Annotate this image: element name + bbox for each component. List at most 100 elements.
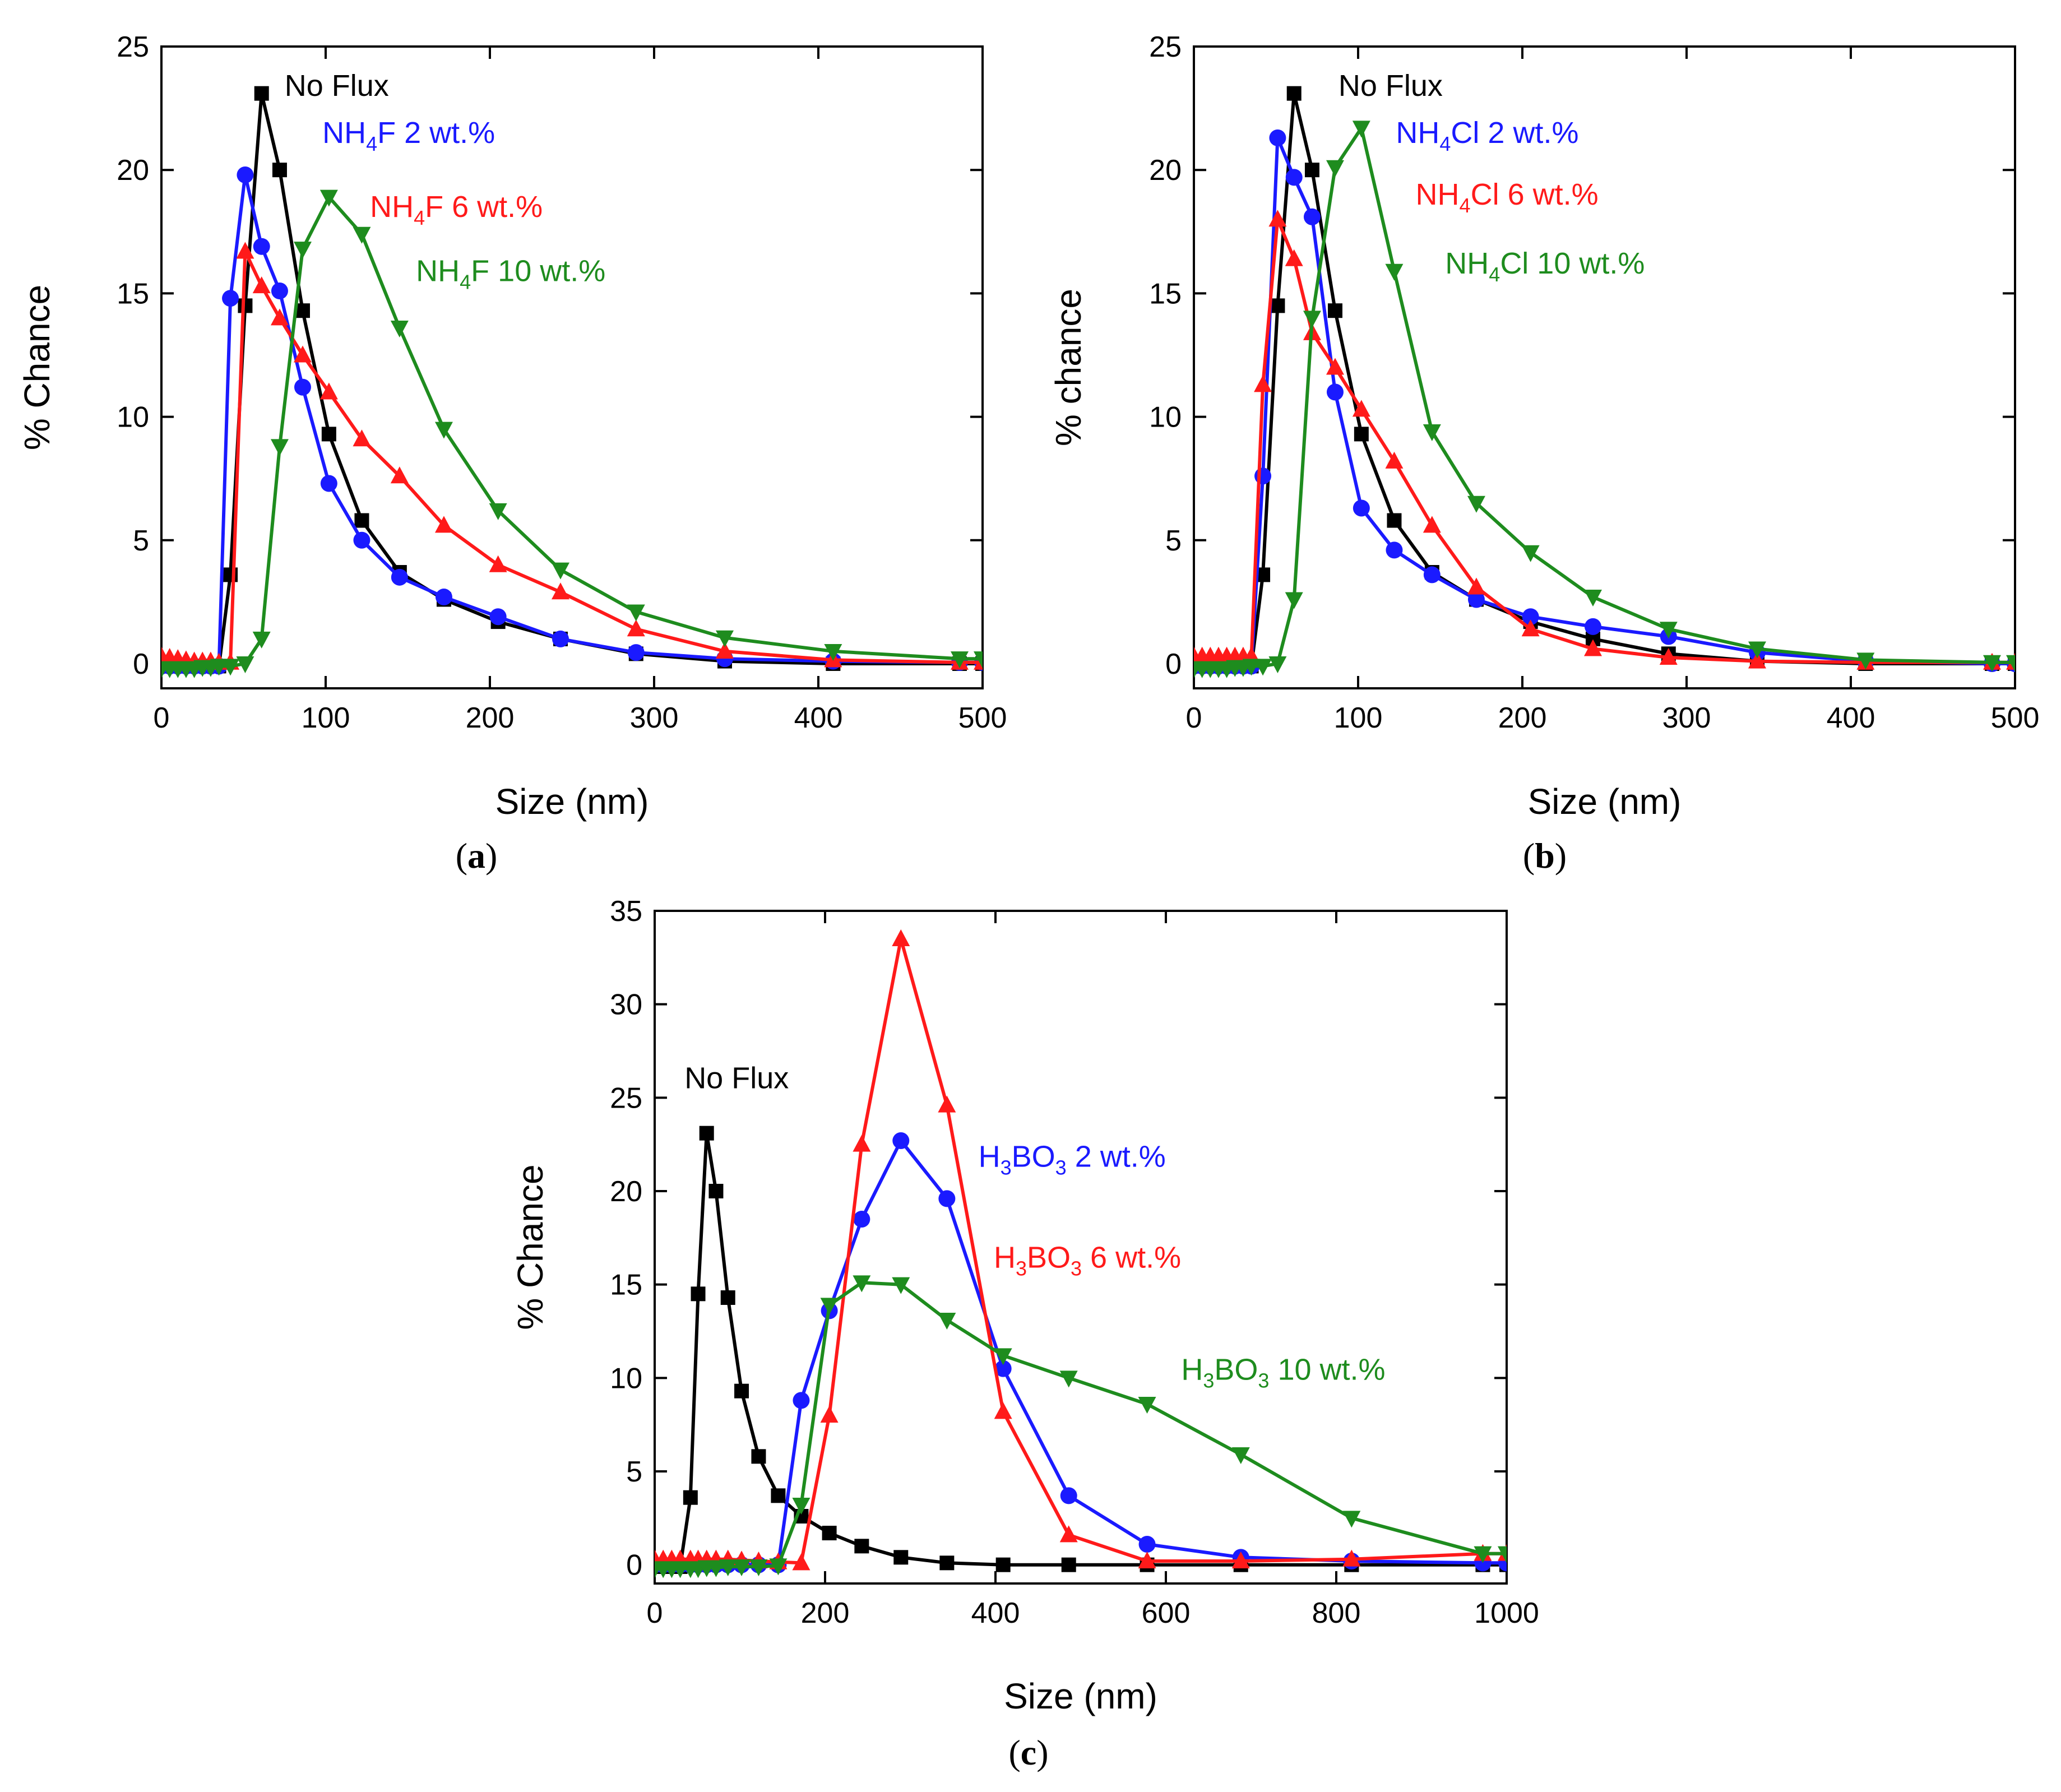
x-tick-label: 100 (1334, 702, 1383, 734)
data-point-f10 (270, 439, 289, 456)
data-point-h2 (1138, 1536, 1156, 1553)
annotation-subscript: 3 (1203, 1369, 1214, 1392)
data-point-f10 (293, 242, 312, 259)
annotation-tail-2: 2 wt.% (1067, 1140, 1166, 1174)
annotation-tail-2: 6 wt.% (1082, 1241, 1181, 1275)
y-tick-label: 25 (1149, 31, 1182, 63)
panel-label-open: ( (456, 836, 467, 876)
data-point-nf (1304, 163, 1319, 178)
data-point-c10 (1659, 622, 1678, 639)
data-point-c2 (1467, 591, 1485, 608)
annotation-subscript: 4 (1460, 194, 1471, 217)
panel-label-close: ) (1036, 1733, 1048, 1772)
x-tick-label: 400 (1827, 702, 1875, 734)
x-tick-label: 600 (1142, 1597, 1191, 1629)
data-point-nf (295, 303, 310, 318)
data-point-h10 (749, 1559, 768, 1576)
data-point-f6 (551, 582, 569, 600)
data-point-c10 (1326, 160, 1344, 177)
y-tick-label: 20 (610, 1175, 642, 1208)
data-point-c6 (1748, 651, 1766, 669)
y-tick-label: 15 (1149, 277, 1182, 310)
panel-label: (a) (456, 836, 498, 876)
data-point-c10 (1583, 590, 1602, 607)
annotation-tail: F 6 wt.% (425, 190, 543, 224)
data-point-c10 (1856, 652, 1875, 670)
data-point-f10 (627, 604, 645, 622)
data-point-nf (720, 1290, 735, 1305)
x-tick-label: 300 (1662, 702, 1711, 734)
y-tick-label: 30 (610, 989, 642, 1021)
data-point-c10 (1254, 659, 1272, 676)
data-point-nf (1286, 86, 1302, 101)
data-point-c6 (1385, 451, 1404, 469)
data-point-c6 (1659, 647, 1678, 665)
data-point-f2 (222, 290, 239, 307)
x-tick-label: 0 (1186, 702, 1202, 734)
data-point-h10 (792, 1498, 810, 1515)
x-tick-label: 200 (1498, 702, 1547, 734)
series-annotation-f2: NH4F 2 wt.% (322, 116, 495, 155)
data-point-c6 (1268, 210, 1287, 227)
y-tick-label: 10 (610, 1362, 642, 1395)
annotation-base: NH (1445, 247, 1489, 280)
data-point-f10 (974, 651, 983, 669)
annotation-tail: F 2 wt.% (377, 116, 495, 150)
series-c10 (1194, 121, 2015, 678)
data-point-c2 (1285, 169, 1303, 186)
panel-label-close: ) (485, 836, 497, 876)
data-point-f6 (252, 276, 271, 294)
series-annotation-f10: NH4F 10 wt.% (416, 254, 605, 293)
annotation-tail: Cl 10 wt.% (1500, 247, 1645, 280)
data-point-f10 (221, 659, 240, 676)
data-point-nf (699, 1126, 714, 1141)
panel-label-letter: b (1535, 836, 1555, 876)
data-point-f2 (627, 644, 645, 661)
annotation-tail: Cl 6 wt.% (1471, 178, 1599, 211)
data-point-c10 (1983, 655, 2001, 672)
data-point-h6 (892, 929, 910, 946)
data-point-f2 (271, 282, 288, 299)
data-point-c6 (1423, 516, 1441, 533)
data-point-c2 (1522, 608, 1539, 626)
data-point-nf (708, 1184, 724, 1198)
data-point-f6 (627, 619, 645, 637)
x-tick-label: 400 (971, 1597, 1020, 1629)
data-point-h6 (792, 1553, 810, 1571)
data-point-h10 (1231, 1447, 1250, 1464)
data-point-f10 (353, 226, 371, 244)
annotation-subscript: 3 (1016, 1257, 1027, 1280)
y-tick-label: 10 (117, 401, 149, 434)
series-annotation-c6: NH4Cl 6 wt.% (1416, 178, 1599, 217)
data-point-c10 (1303, 311, 1321, 328)
data-point-c10 (1385, 263, 1404, 281)
annotation-tail: BO (1027, 1241, 1071, 1275)
annotation-subscript: 4 (366, 132, 377, 155)
x-tick-label: 400 (794, 702, 843, 734)
data-point-c10 (1423, 424, 1441, 441)
data-point-f2 (237, 166, 254, 183)
series-annotation-nf: No Flux (684, 1062, 789, 1095)
data-point-f10 (390, 321, 409, 338)
annotation-base: No Flux (684, 1062, 789, 1095)
data-point-nf (995, 1557, 1011, 1572)
series-annotation-h2: H3BO3 2 wt.% (979, 1140, 1166, 1179)
data-point-f6 (434, 516, 453, 533)
panel-label-letter: a (467, 836, 485, 876)
data-point-f10 (824, 643, 842, 661)
x-tick-label: 200 (466, 702, 515, 734)
data-point-c2 (1353, 499, 1370, 517)
data-point-f10 (252, 631, 271, 649)
data-point-h6 (820, 1406, 839, 1423)
y-tick-label: 15 (610, 1269, 642, 1302)
data-point-c6 (1352, 400, 1370, 417)
data-point-c2 (1303, 208, 1321, 225)
y-tick-label: 25 (610, 1082, 642, 1114)
data-point-f6 (715, 641, 734, 659)
data-point-c2 (1386, 541, 1403, 559)
annotation-subscript: 4 (460, 270, 471, 293)
x-tick-label: 800 (1312, 1597, 1361, 1629)
series-f10 (161, 189, 983, 678)
